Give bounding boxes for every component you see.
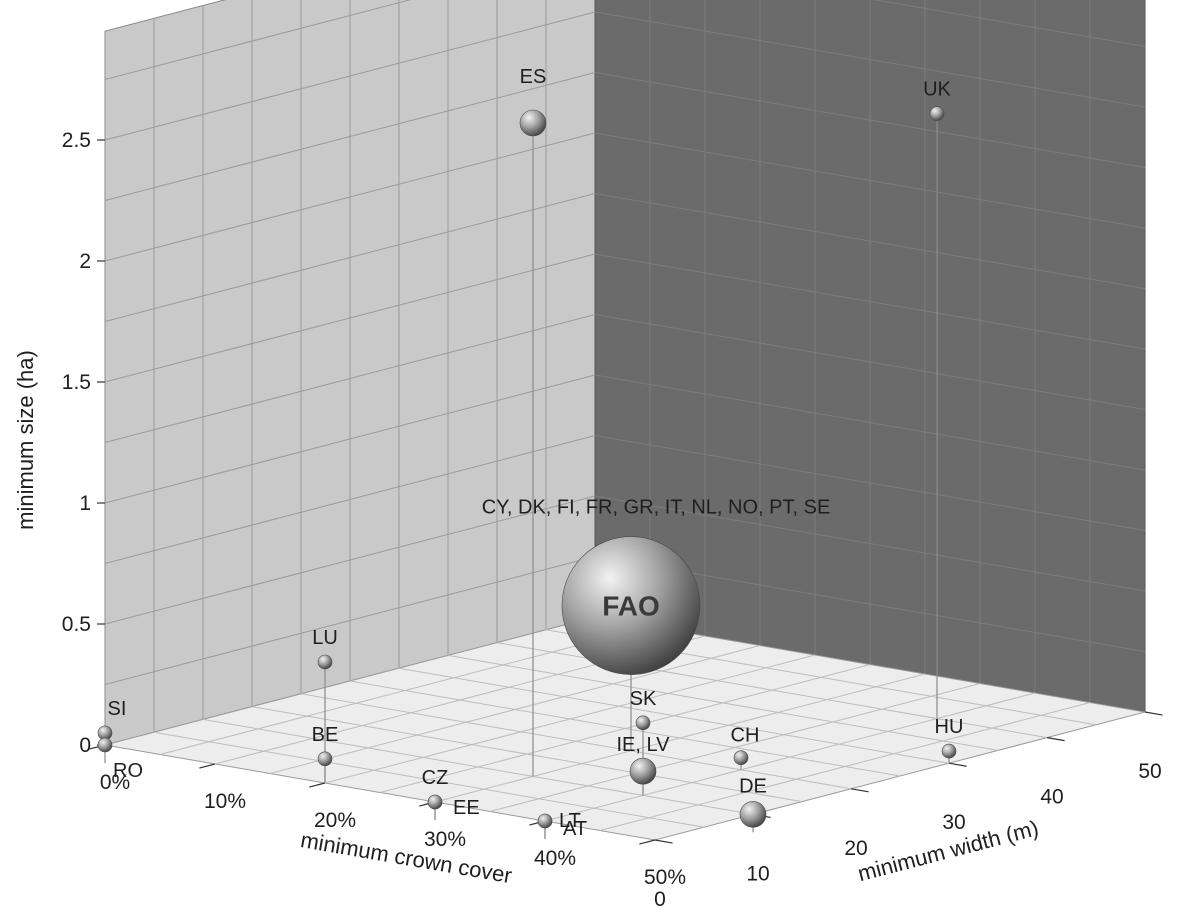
x-tick — [199, 763, 216, 769]
point-label-es: ES — [520, 66, 547, 88]
floor-gridline — [398, 667, 950, 764]
left-wall-gridline — [104, 193, 596, 322]
floor-gridline — [251, 706, 803, 803]
back-wall-gridline — [594, 314, 1146, 410]
point-sublabel-fao: CY, DK, FI, FR, GR, IT, NL, NO, PT, SE — [482, 497, 831, 519]
back-wall-gridline — [594, 253, 1146, 350]
floor-gridline — [349, 680, 901, 777]
z-tick-label: 1.5 — [62, 371, 91, 394]
left-wall-gridline — [104, 435, 596, 564]
y-tick — [1144, 711, 1163, 716]
left-wall-gridline — [104, 253, 596, 383]
y-tick — [948, 762, 967, 767]
point-label-fao: FAO — [602, 591, 660, 622]
left-wall-gridline — [104, 11, 596, 141]
floor-gridline — [202, 718, 754, 815]
bubble-fao — [561, 536, 701, 675]
back-wall-gridline — [594, 374, 1146, 471]
floor-gridline — [447, 654, 999, 751]
point-label-ro: RO — [113, 760, 143, 782]
bubble-ro — [97, 737, 113, 753]
chart-gridlines — [104, 0, 1146, 831]
x-axis-title: minimum crown cover — [299, 827, 514, 888]
point-label-de: DE — [739, 775, 767, 797]
y-tick — [850, 788, 869, 793]
point-label-at: AT — [563, 818, 587, 840]
point-label-si: SI — [108, 698, 127, 720]
floor-gridline — [300, 693, 852, 790]
point-label-hu: HU — [935, 716, 964, 738]
point-label-sk: SK — [630, 688, 657, 710]
left-wall-gridline — [104, 0, 412, 80]
x-tick — [639, 839, 656, 845]
left-wall-gridline — [104, 374, 596, 504]
bubble-ie-lv — [629, 757, 657, 785]
bubble-be — [317, 751, 333, 767]
back-wall-gridline — [594, 193, 1146, 289]
bubble-de — [739, 801, 767, 828]
z-axis-title: minimum size (ha) — [13, 350, 38, 530]
point-label-be: BE — [312, 724, 339, 746]
x-tick-label: 50% — [644, 866, 686, 889]
z-tick-label: 0 — [79, 734, 91, 757]
point-label-ch: CH — [731, 725, 760, 747]
bubble-hu — [941, 743, 957, 759]
bubble-es — [519, 109, 547, 137]
back-wall-gridline — [594, 11, 1146, 108]
y-tick-label: 0 — [654, 888, 666, 911]
z-tick-label: 0.5 — [62, 613, 91, 636]
point-label-uk: UK — [923, 79, 951, 101]
y-tick-label: 50 — [1138, 760, 1161, 783]
bubble-lu — [317, 654, 333, 670]
x-tick-label: 30% — [424, 828, 466, 851]
bubble-sk — [635, 715, 651, 731]
y-tick-label: 10 — [746, 862, 769, 885]
point-label-cz: CZ — [422, 767, 449, 789]
z-tick-label: 2 — [79, 250, 91, 273]
x-tick-label: 0% — [100, 771, 130, 794]
left-wall-gridline — [104, 556, 596, 685]
y-tick-label: 40 — [1040, 786, 1063, 809]
z-tick-label: 1 — [79, 492, 91, 515]
chart-panels — [104, 0, 1146, 841]
z-tick-label: 2.5 — [62, 129, 91, 152]
back-wall-gridline — [594, 435, 1146, 531]
x-tick-label: 40% — [534, 847, 576, 870]
left-wall-gridline — [104, 72, 596, 201]
x-tick-label: 10% — [204, 790, 246, 813]
y-tick-label: 20 — [844, 837, 867, 860]
bubble-ee — [427, 794, 443, 810]
back-wall-gridline — [594, 495, 1146, 592]
point-label-ie-lv: IE, LV — [617, 734, 671, 756]
left-wall-gridline — [104, 314, 596, 443]
x-tick-label: 20% — [314, 809, 356, 832]
back-wall-gridline — [872, 0, 1146, 47]
left-wall-gridline — [104, 132, 596, 262]
left-wall-gridline — [104, 495, 596, 625]
point-label-lt: LT — [559, 810, 581, 832]
y-tick — [654, 839, 673, 844]
bubble-ch — [733, 750, 749, 766]
floor-gridline — [153, 731, 705, 828]
back-wall-gridline — [594, 72, 1146, 168]
point-label-lu: LU — [312, 627, 338, 649]
bubble-uk — [929, 106, 945, 121]
y-tick-label: 30 — [942, 811, 965, 834]
y-tick — [1046, 737, 1065, 742]
bubble-at — [537, 813, 553, 829]
x-tick — [309, 782, 326, 788]
back-wall-gridline — [594, 132, 1146, 229]
chart-bubbles — [97, 106, 957, 829]
point-label-ee: EE — [453, 797, 480, 819]
